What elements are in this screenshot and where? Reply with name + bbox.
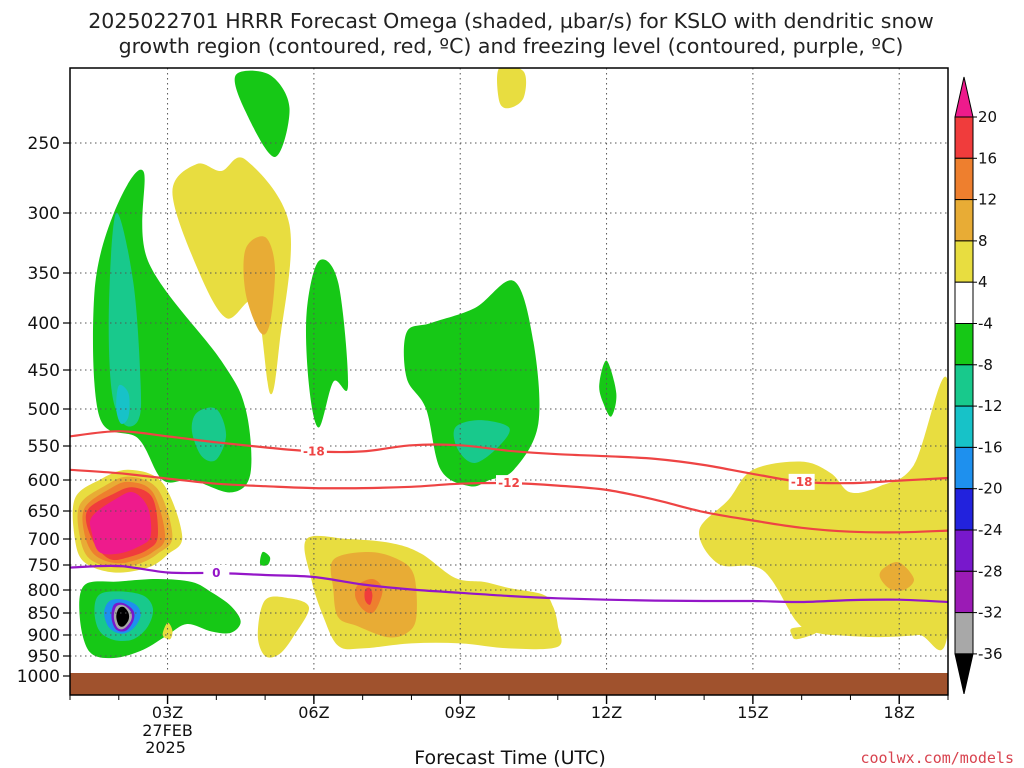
y-tick-label: 300 [28, 204, 60, 224]
omega-region [599, 360, 617, 417]
x-tick-label: 18Z [884, 703, 915, 722]
x-tick-date: 27FEB [142, 721, 193, 740]
contour-minus18-label-bg [300, 443, 327, 460]
colorbar-label: 12 [978, 191, 997, 209]
omega-region [243, 236, 276, 335]
colorbar-label: -4 [978, 315, 993, 333]
y-tick-label: 450 [28, 361, 60, 381]
omega-region [116, 606, 130, 627]
ground-surface [70, 673, 948, 695]
y-tick-label: 650 [28, 502, 60, 522]
y-tick-label: 850 [28, 604, 60, 624]
omega-region [172, 157, 291, 395]
colorbar-label: -32 [978, 604, 1003, 622]
y-tick-label: 250 [28, 134, 60, 154]
colorbar-bin [954, 529, 974, 572]
y-tick-label: 500 [28, 400, 60, 420]
colorbar-top-arrow [954, 76, 974, 118]
colorbar-bin [954, 446, 974, 490]
omega-region [234, 70, 290, 158]
y-tick-label: 550 [28, 437, 60, 457]
omega-region [879, 561, 914, 591]
omega-region [364, 587, 373, 605]
chart-title-line1: 2025022701 HRRR Forecast Omega (shaded, … [88, 9, 934, 33]
colorbar-bin [954, 116, 974, 159]
y-tick-label: 400 [28, 314, 60, 334]
colorbar-bin [954, 199, 974, 242]
y-tick-label: 750 [28, 556, 60, 576]
omega-region [259, 551, 271, 566]
colorbar-label: -8 [978, 356, 993, 374]
colorbar-label: -20 [978, 480, 1003, 498]
y-tick-label: 900 [28, 626, 60, 646]
colorbar: 20 16 12 8 4 -4 -8 -12 -16 -20 -24 -28 -32 -36 [954, 76, 1003, 695]
chart-title-line2: growth region (contoured, red, ºC) and f… [119, 34, 904, 58]
contour-minus18-label: -18 [791, 475, 813, 489]
credit-label: coolwx.com/models [860, 749, 1014, 767]
x-axis-label: Forecast Time (UTC) [414, 747, 605, 768]
contour-minus18-label-bg [788, 473, 815, 490]
colorbar-label: -16 [978, 438, 1003, 456]
x-tick-label: 06Z [298, 703, 329, 722]
colorbar-label: 20 [978, 108, 997, 126]
colorbar-bin [954, 405, 974, 448]
freezing-level-line-label: 0 [212, 566, 220, 580]
omega-region [191, 407, 227, 462]
y-tick-label: 800 [28, 581, 60, 601]
colorbar-bin [954, 323, 974, 366]
contour-minus18-label: -18 [303, 444, 325, 458]
freezing-level-line-label-bg [203, 565, 230, 581]
y-tick-label: 950 [28, 647, 60, 667]
colorbar-bin [954, 612, 974, 655]
colorbar-label: 8 [978, 232, 988, 250]
omega-region [116, 384, 130, 425]
omega-region [108, 212, 142, 427]
colorbar-label: -12 [978, 397, 1003, 415]
colorbar-label: -36 [978, 645, 1003, 663]
x-tick-year: 2025 [145, 738, 186, 757]
colorbar-bin [954, 157, 974, 201]
x-tick-label: 12Z [591, 703, 622, 722]
x-tick-label: 15Z [737, 703, 768, 722]
colorbar-label: -28 [978, 562, 1003, 580]
omega-region [453, 420, 510, 464]
x-tick-label: 09Z [445, 703, 476, 722]
y-axis: 2503003504004505005506006507007508008509… [17, 134, 70, 687]
contour-minus12-label: -12 [498, 476, 520, 490]
colorbar-bin [954, 364, 974, 407]
omega-region [790, 626, 818, 640]
x-tick-label: 03Z [152, 703, 183, 722]
omega-shading [72, 68, 948, 659]
contour-minus12-label-bg [496, 475, 522, 492]
colorbar-bin [954, 570, 974, 614]
y-tick-label: 600 [28, 471, 60, 491]
colorbar-label: 4 [978, 273, 988, 291]
colorbar-label: 16 [978, 149, 997, 167]
temperature-contours: -18 -18 -12 0 [70, 430, 948, 604]
omega-region [257, 596, 310, 658]
colorbar-bin [954, 488, 974, 531]
omega-region [305, 259, 349, 428]
colorbar-bin [954, 240, 974, 283]
omega-region [497, 68, 527, 109]
y-tick-label: 350 [28, 264, 60, 284]
colorbar-label: -24 [978, 521, 1003, 539]
y-tick-label: 1000 [17, 667, 60, 687]
colorbar-bottom-arrow [954, 653, 974, 695]
y-tick-label: 700 [28, 530, 60, 550]
colorbar-bin [954, 281, 974, 325]
